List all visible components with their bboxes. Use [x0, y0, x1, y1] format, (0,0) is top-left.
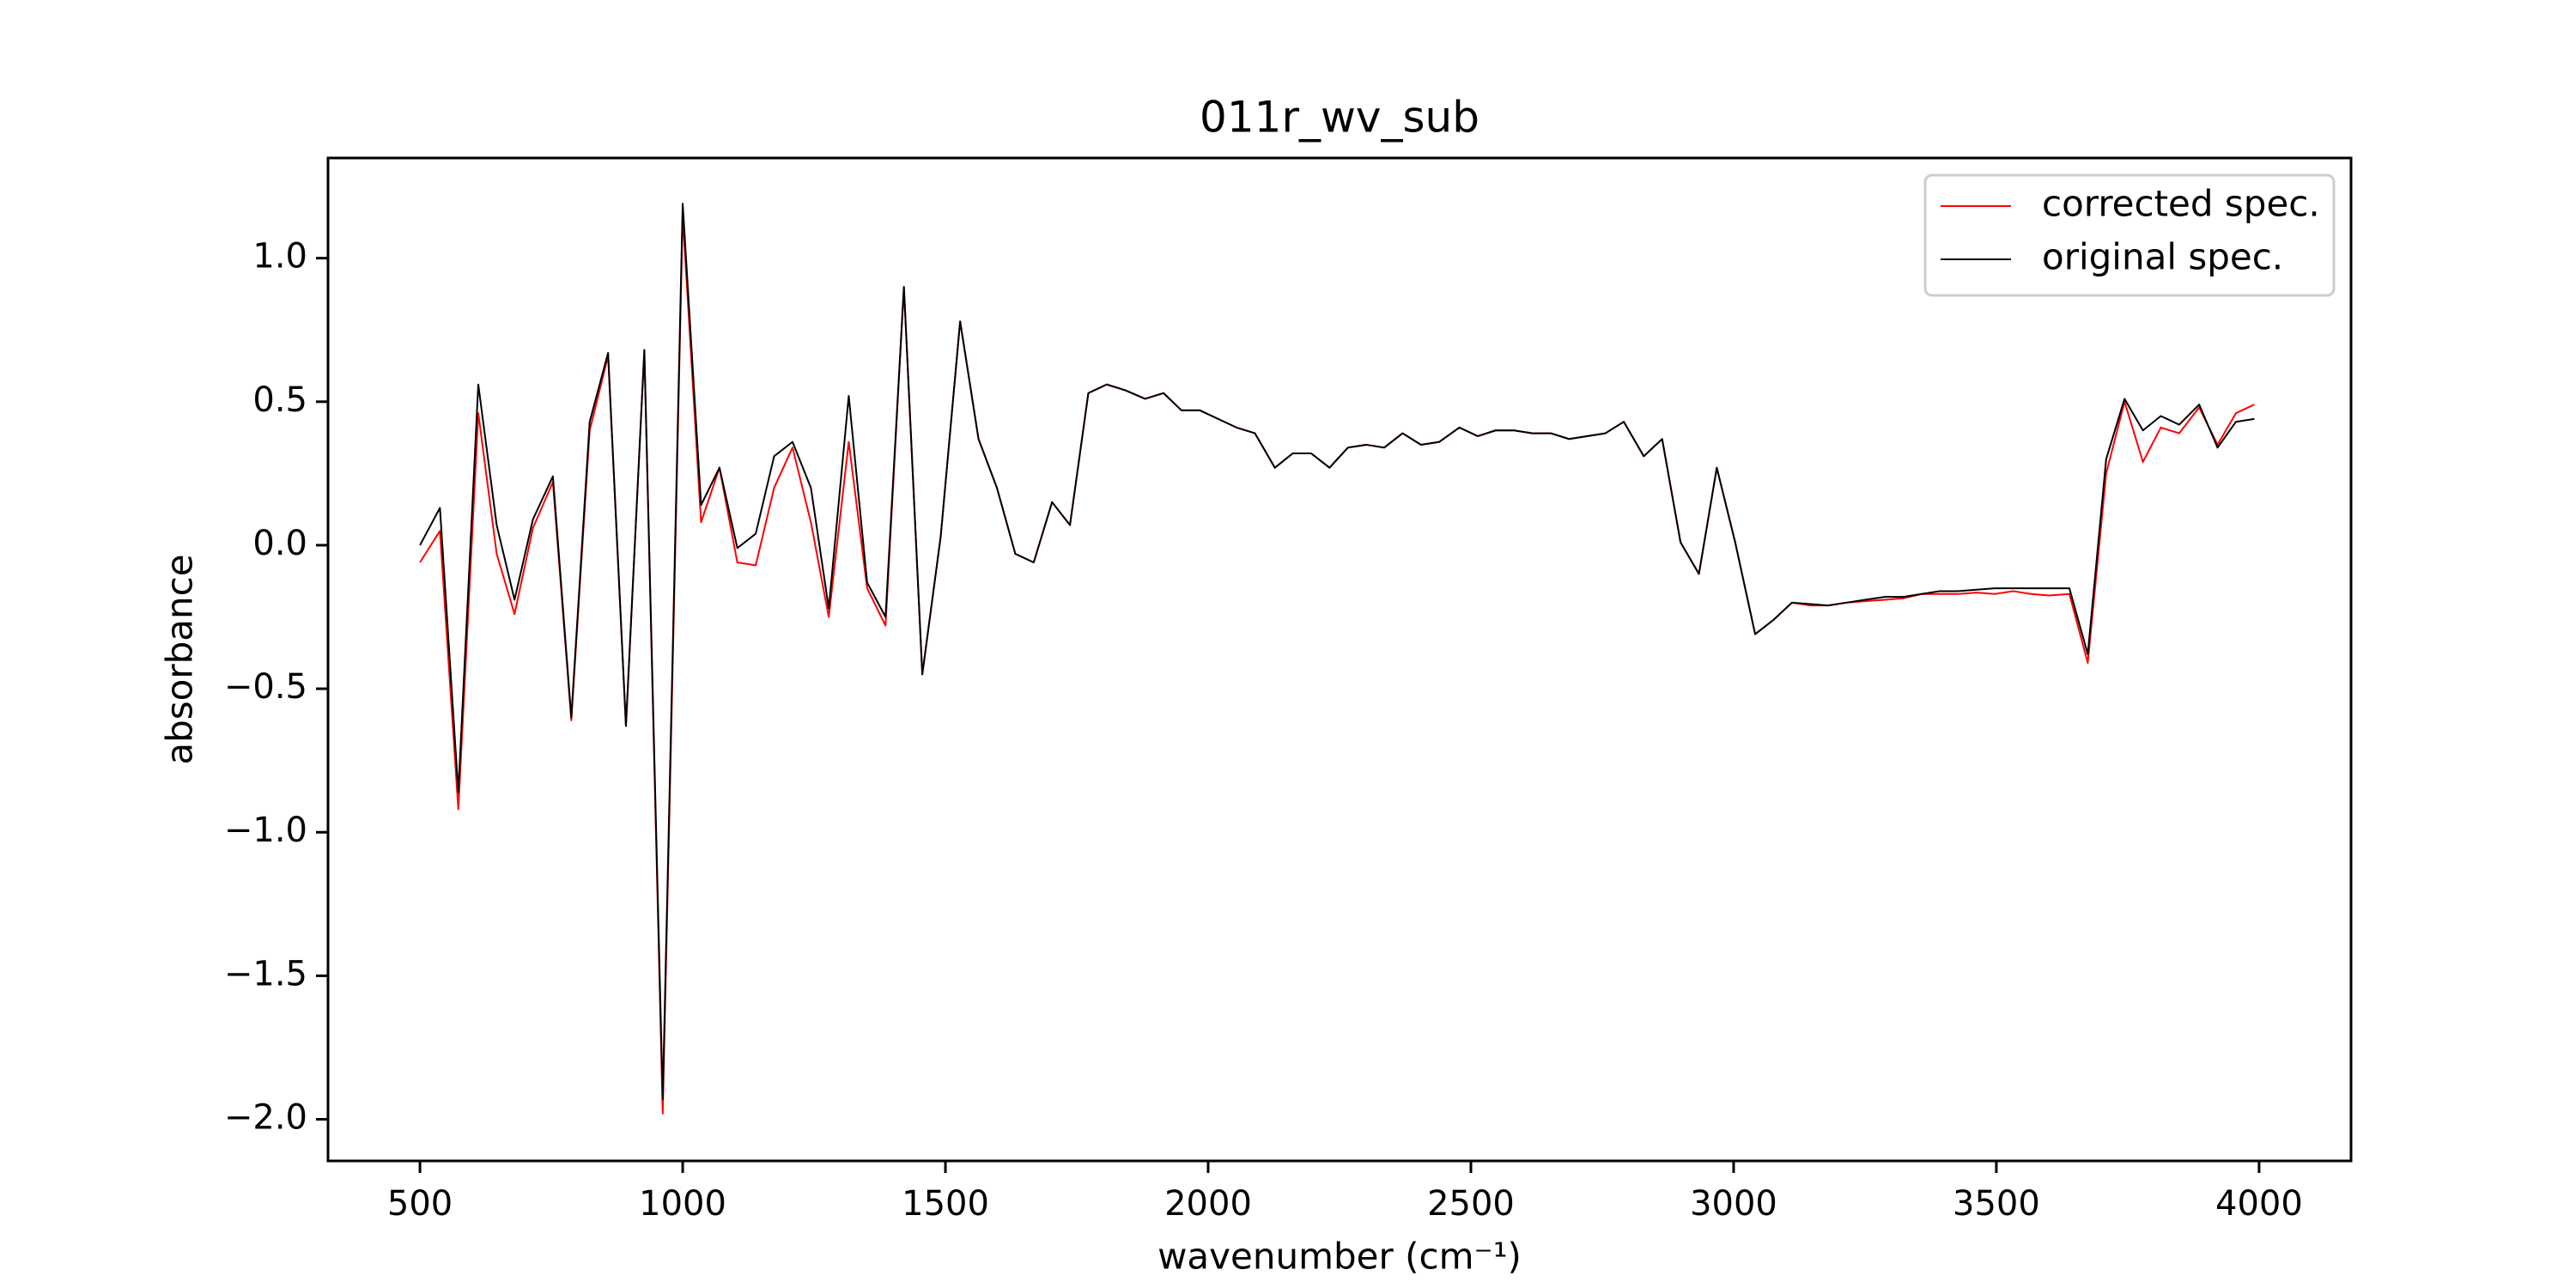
legend-label: corrected spec.	[2042, 183, 2320, 225]
x-tick-label: 2000	[1164, 1184, 1252, 1224]
plot-frame	[326, 156, 2353, 1163]
x-tick-label: 1500	[902, 1184, 989, 1224]
legend-label: original spec.	[2042, 236, 2283, 278]
x-axis-label: wavenumber (cm⁻¹)	[1157, 1236, 1522, 1278]
y-tick-label: −1.0	[224, 811, 307, 850]
series-line	[419, 203, 2255, 1101]
y-tick-label: −0.5	[224, 667, 307, 707]
x-tick-label: 3000	[1690, 1184, 1777, 1224]
x-tick-label: 3500	[1953, 1184, 2040, 1224]
y-tick-label: −1.5	[224, 954, 307, 993]
y-axis-label: absorbance	[159, 554, 201, 764]
x-tick-label: 500	[387, 1184, 453, 1224]
x-tick-label: 4000	[2215, 1184, 2303, 1224]
y-tick-label: 0.0	[252, 524, 307, 563]
y-tick-label: 1.0	[252, 237, 307, 276]
y-tick-label: 0.5	[252, 380, 307, 420]
legend-box	[1923, 173, 2336, 297]
y-tick-label: −2.0	[224, 1098, 307, 1138]
chart-title: 011r_wv_sub	[1200, 93, 1479, 143]
x-tick-label: 2500	[1427, 1184, 1515, 1224]
x-tick-label: 1000	[639, 1184, 726, 1224]
